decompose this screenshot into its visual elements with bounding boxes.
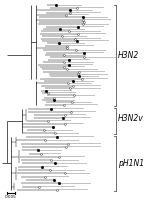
Text: pH1N1: pH1N1 [118, 159, 144, 168]
Text: H3N2: H3N2 [118, 51, 139, 60]
Text: H3N2v: H3N2v [118, 114, 144, 123]
Text: 0.005: 0.005 [5, 195, 17, 199]
